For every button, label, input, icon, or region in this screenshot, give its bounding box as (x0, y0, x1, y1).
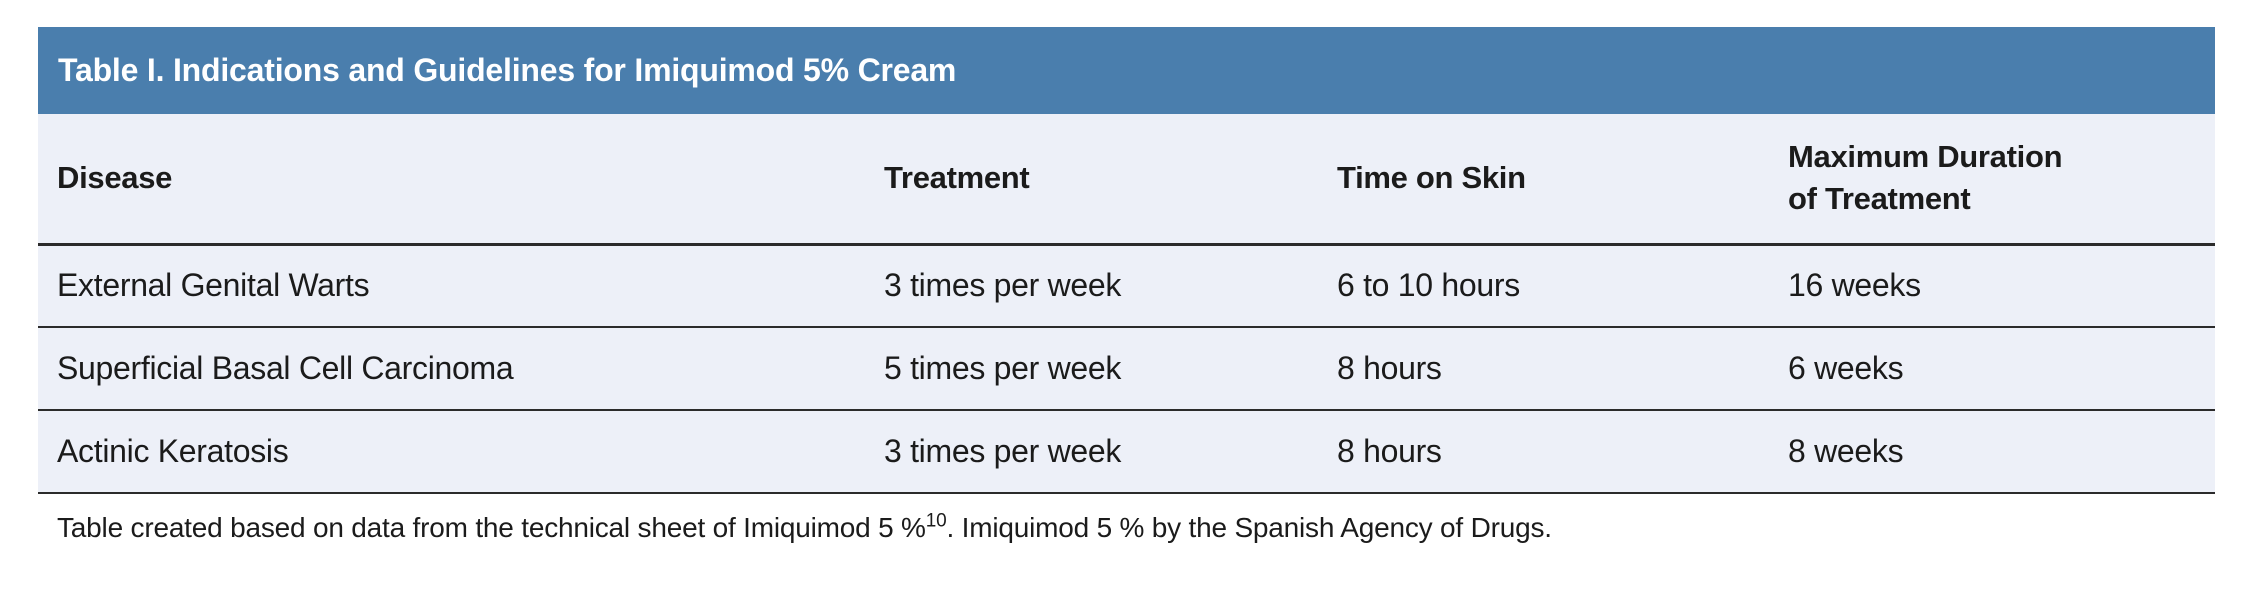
cell-time-on-skin: 6 to 10 hours (1327, 244, 1778, 328)
cell-treatment: 5 times per week (874, 327, 1327, 411)
footnote-text-after-reference: . Imiquimod 5 % by the Spanish Agency of… (946, 512, 1552, 543)
indications-table: Disease Treatment Time on Skin Maximum D… (38, 114, 2215, 494)
cell-disease: Actinic Keratosis (38, 410, 874, 494)
column-header-max-duration: Maximum Duration of Treatment (1778, 114, 2215, 246)
cell-time-on-skin: 8 hours (1327, 327, 1778, 411)
table-row: External Genital Warts 3 times per week … (38, 244, 2215, 328)
cell-max-duration: 16 weeks (1778, 244, 2215, 328)
table-footnote: Table created based on data from the tec… (38, 512, 2215, 544)
cell-treatment: 3 times per week (874, 410, 1327, 494)
table-title-bar: Table I. Indications and Guidelines for … (38, 27, 2215, 114)
footnote-text-before-reference: Table created based on data from the tec… (57, 512, 926, 543)
header-row: Disease Treatment Time on Skin Maximum D… (38, 114, 2215, 246)
cell-time-on-skin: 8 hours (1327, 410, 1778, 494)
cell-treatment: 3 times per week (874, 244, 1327, 328)
column-header-treatment: Treatment (874, 114, 1327, 246)
cell-disease: External Genital Warts (38, 244, 874, 328)
table-row: Superficial Basal Cell Carcinoma 5 times… (38, 327, 2215, 411)
column-header-disease: Disease (38, 114, 874, 246)
table-title: Table I. Indications and Guidelines for … (58, 52, 957, 88)
footnote-reference-number: 10 (925, 510, 947, 532)
table-row: Actinic Keratosis 3 times per week 8 hou… (38, 410, 2215, 494)
cell-max-duration: 6 weeks (1778, 327, 2215, 411)
column-header-time-on-skin: Time on Skin (1327, 114, 1778, 246)
table-figure: Table I. Indications and Guidelines for … (38, 27, 2215, 544)
cell-max-duration: 8 weeks (1778, 410, 2215, 494)
cell-disease: Superficial Basal Cell Carcinoma (38, 327, 874, 411)
